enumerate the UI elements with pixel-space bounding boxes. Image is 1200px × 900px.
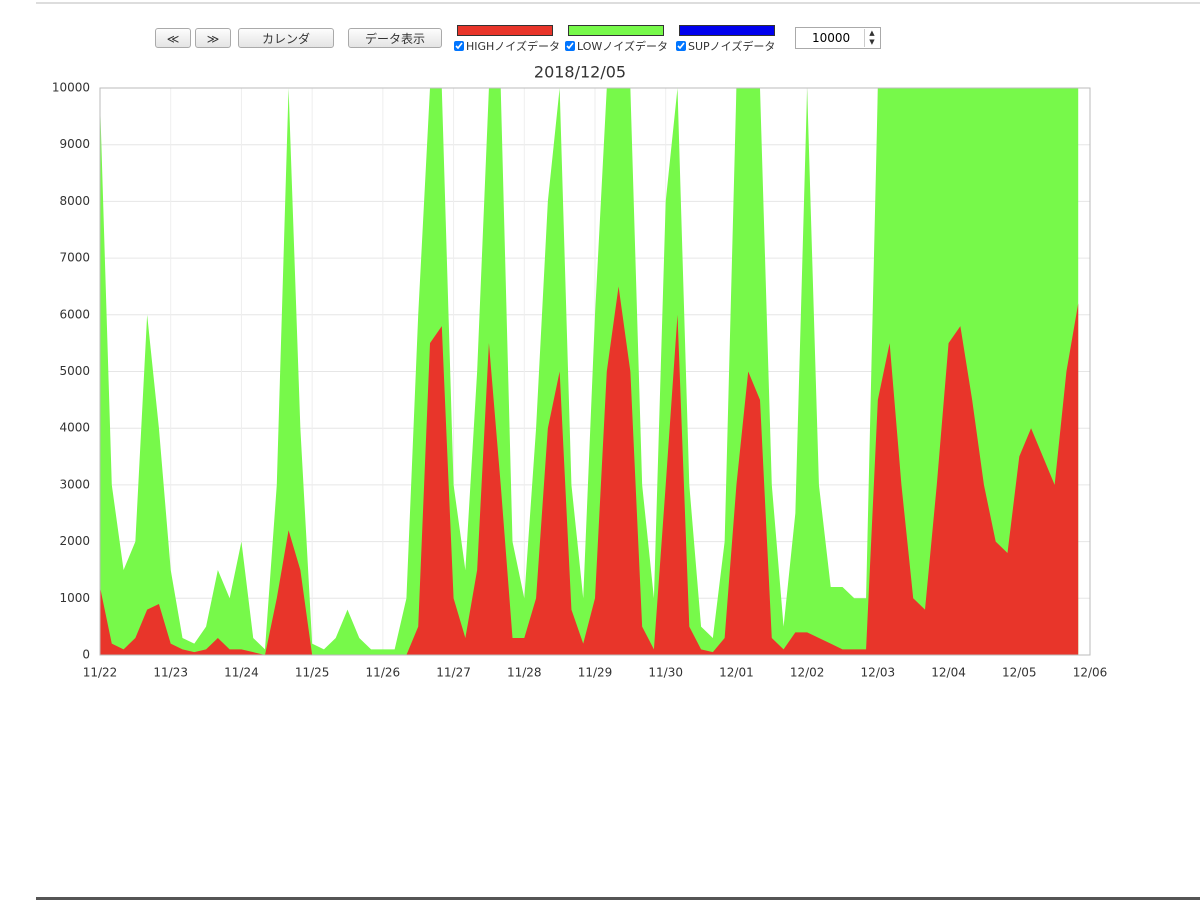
- legend-checkbox[interactable]: HIGHノイズデータ: [454, 38, 564, 54]
- legend-label: LOWノイズデータ: [577, 40, 668, 53]
- x-tick-label: 11/28: [507, 666, 542, 680]
- y-tick-label: 9000: [59, 137, 90, 151]
- x-tick-label: 11/27: [436, 666, 471, 680]
- legend-checkbox[interactable]: LOWノイズデータ: [565, 38, 675, 54]
- legend-swatch: [457, 25, 553, 36]
- y-tick-label: 5000: [59, 364, 90, 378]
- x-tick-label: 12/04: [931, 666, 966, 680]
- x-tick-label: 12/06: [1073, 666, 1108, 680]
- x-tick-label: 11/22: [83, 666, 118, 680]
- x-tick-label: 11/26: [366, 666, 401, 680]
- legend-label: HIGHノイズデータ: [466, 40, 560, 53]
- next-button[interactable]: ≫: [195, 28, 231, 48]
- x-tick-label: 11/30: [648, 666, 683, 680]
- x-tick-label: 12/02: [790, 666, 825, 680]
- calendar-button[interactable]: カレンダ: [238, 28, 334, 48]
- x-tick-label: 11/25: [295, 666, 330, 680]
- legend-swatch: [679, 25, 775, 36]
- chart: 2018/12/05 0 1000 2000 3000 4000 5000 6000 7000…: [52, 63, 1108, 680]
- x-tick-label: 11/24: [224, 666, 259, 680]
- legend-checkbox[interactable]: SUPノイズデータ: [676, 38, 786, 54]
- show-button[interactable]: データ表示: [348, 28, 442, 48]
- plot-frame: [99, 87, 1091, 656]
- checkbox[interactable]: [565, 41, 575, 51]
- y-tick-label: 7000: [59, 251, 90, 265]
- y-tick-label: 4000: [59, 421, 90, 435]
- x-tick-label: 12/03: [861, 666, 896, 680]
- x-tick-label: 11/29: [578, 666, 613, 680]
- y-tick-label: 8000: [59, 194, 90, 208]
- y-tick-label: 2000: [59, 534, 90, 548]
- x-tick-label: 12/01: [719, 666, 754, 680]
- top-border: [36, 2, 1200, 4]
- x-tick-label: 11/23: [153, 666, 188, 680]
- max-input-value: 10000: [812, 31, 851, 45]
- y-tick-label: 6000: [59, 307, 90, 321]
- scrollbar: [36, 897, 1200, 900]
- y-tick-label: 0: [82, 648, 90, 662]
- legend-swatch: [568, 25, 664, 36]
- legend-label: SUPノイズデータ: [688, 40, 776, 53]
- checkbox[interactable]: [454, 41, 464, 51]
- chart-title: 2018/12/05: [534, 63, 626, 82]
- prev-button[interactable]: ≪: [155, 28, 191, 48]
- area: [100, 286, 1079, 655]
- x-tick-label: 12/05: [1002, 666, 1037, 680]
- checkbox[interactable]: [676, 41, 686, 51]
- max-input[interactable]: 10000 ▲ ▼: [795, 27, 881, 49]
- y-tick-label: 3000: [59, 477, 90, 491]
- y-tick-label: 1000: [59, 591, 90, 605]
- y-tick-label: 10000: [52, 81, 90, 95]
- spinner[interactable]: ▲ ▼: [864, 29, 879, 47]
